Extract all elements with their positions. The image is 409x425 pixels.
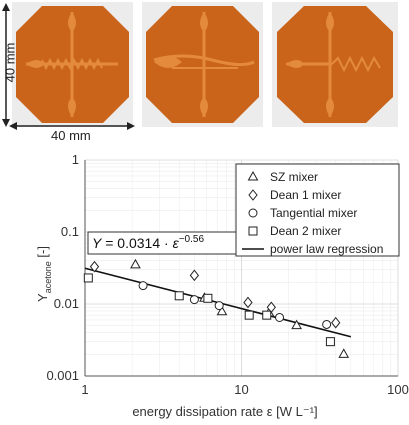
data-point-square xyxy=(174,291,184,301)
data-point-square xyxy=(83,273,93,283)
data-point-square xyxy=(325,337,335,347)
chart-ticks: 1 10 100 0.001 0.01 0.1 1 xyxy=(46,152,408,397)
data-point-diamond xyxy=(266,301,276,314)
svg-text:Y = 0.0314 · ε−0.56: Y = 0.0314 · ε−0.56 xyxy=(92,234,204,251)
data-point-square xyxy=(203,293,213,303)
chart-axes xyxy=(84,160,398,377)
photo-sz-mixer-chip xyxy=(12,2,133,127)
legend-marker-triangle xyxy=(247,170,259,181)
x-tick-label: 1 xyxy=(81,382,88,397)
y-tick-label: 1 xyxy=(72,152,79,167)
legend-entry-label: Dean 2 mixer xyxy=(270,224,341,238)
legend-entry-label: Tangential mixer xyxy=(270,206,357,220)
y-tick-label: 0.1 xyxy=(61,224,79,239)
data-point-triangle xyxy=(130,258,141,269)
efficiency-chart: 1 10 100 0.001 0.01 0.1 1 energy dissipation r… xyxy=(35,152,409,419)
equation-annotation: Y = 0.0314 · ε−0.56 xyxy=(87,231,247,255)
y-tick-label: 0.01 xyxy=(54,296,79,311)
data-point-square xyxy=(244,310,254,320)
data-point-triangle xyxy=(291,319,302,330)
x-axis-title: energy dissipation rate ε [W L⁻¹] xyxy=(132,404,317,419)
data-point-circle xyxy=(322,319,332,329)
data-point-circle xyxy=(189,295,199,305)
data-points xyxy=(83,258,350,358)
legend-marker-diamond xyxy=(248,189,258,201)
vertical-dimension-label: 40 mm xyxy=(2,42,18,83)
chip-body xyxy=(277,6,393,123)
data-point-square xyxy=(262,310,272,320)
data-point-diamond xyxy=(189,269,200,282)
data-point-diamond xyxy=(243,296,253,309)
photo-tangential-mixer-chip xyxy=(272,2,398,127)
data-point-triangle xyxy=(338,348,350,358)
data-point-circle xyxy=(275,312,285,322)
legend-entry-label: SZ mixer xyxy=(270,170,318,184)
legend-entry-label: power law regression xyxy=(270,242,383,256)
y-axis-title: Yacetone [-] xyxy=(35,246,53,302)
data-point-diamond xyxy=(331,316,341,329)
x-tick-label: 100 xyxy=(387,382,409,397)
data-point-triangle xyxy=(216,305,228,316)
x-tick-label: 10 xyxy=(234,382,248,397)
photo-dean-mixer-chip xyxy=(142,2,263,127)
chart-legend: SZ mixer Dean 1 mixer Tangential mixer Dean… xyxy=(235,163,400,257)
data-point-circle xyxy=(138,281,148,291)
legend-marker-square xyxy=(248,226,258,236)
legend-marker-circle xyxy=(248,208,258,218)
horizontal-dimension-label: 40 mm xyxy=(51,128,91,143)
data-point-diamond xyxy=(89,260,100,273)
horizontal-dimension-arrow xyxy=(9,122,135,130)
data-point-circle xyxy=(214,301,224,311)
vertical-dimension-arrow xyxy=(2,3,10,127)
y-tick-label: 0.001 xyxy=(46,368,79,383)
legend-entry-label: Dean 1 mixer xyxy=(270,188,341,202)
